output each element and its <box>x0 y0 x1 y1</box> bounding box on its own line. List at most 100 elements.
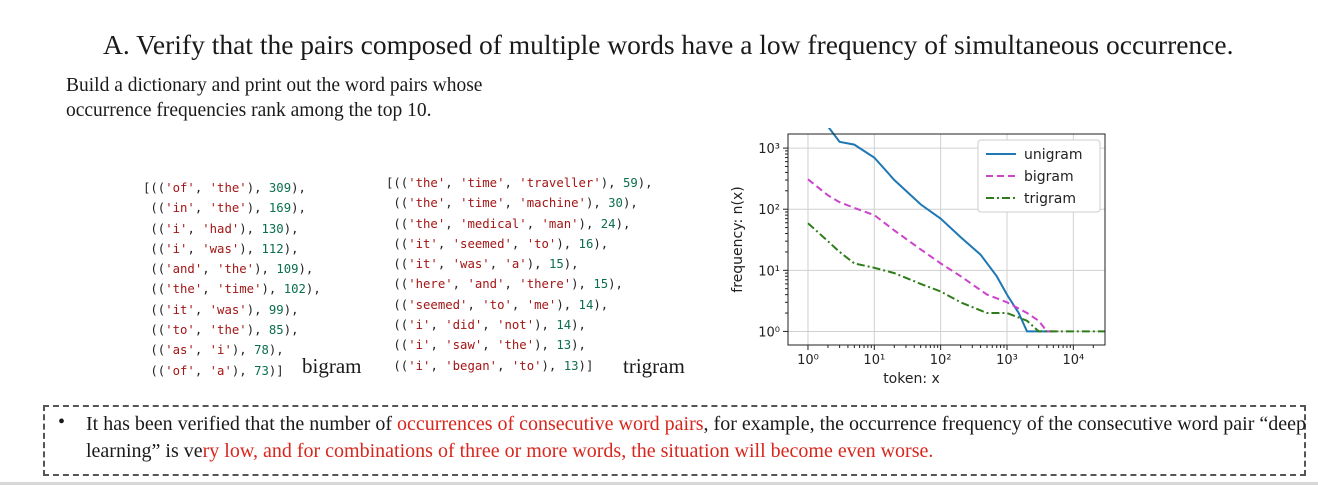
trigram-word: 'there' <box>519 277 572 292</box>
trigram-word: 'man' <box>541 216 579 231</box>
y-tick-label: 10¹ <box>758 264 780 279</box>
bigram-word: 'it' <box>165 302 195 317</box>
bigram-word: 'i' <box>209 343 232 358</box>
bigram-word: 'the' <box>209 181 247 195</box>
plot-frame <box>787 133 1106 346</box>
trigram-word: 'medical' <box>460 216 527 231</box>
legend-box <box>977 139 1101 213</box>
slide-heading: A. Verify that the pairs composed of mul… <box>103 29 1234 60</box>
trigram-word: 'and' <box>467 277 505 292</box>
y-tick-label: 10² <box>758 203 780 218</box>
trigram-word: 'the' <box>497 338 535 353</box>
trigram-word: 'began' <box>445 358 498 373</box>
bigram-row: (('i', 'had'), 130), <box>143 221 299 236</box>
trigram-word: 'time' <box>460 196 505 211</box>
bigram-list: [(('of', 'the'), 309), (('in', 'the'), 1… <box>143 178 321 381</box>
series-line-trigram <box>807 222 1105 333</box>
y-axis-label: frequency: n(x) <box>730 186 746 292</box>
trigram-word: 'a' <box>504 257 527 272</box>
trigram-row: (('seemed', 'to', 'me'), 14), <box>386 297 609 312</box>
trigram-row: (('i', 'saw', 'the'), 13), <box>386 338 586 353</box>
bigram-word: 'the' <box>209 323 247 338</box>
trigram-word: 'it' <box>408 236 438 251</box>
trigram-word: 'i' <box>408 338 431 353</box>
bigram-count: 102 <box>283 282 306 297</box>
bigram-count: 85 <box>268 323 284 338</box>
trigram-count: 16 <box>578 236 594 251</box>
x-tick-label: 10² <box>930 353 952 368</box>
trigram-word: 'not' <box>497 318 535 333</box>
trigram-row: (('it', 'was', 'a'), 15), <box>386 257 579 272</box>
bigram-word: 'the' <box>165 282 203 297</box>
trigram-word: 'to' <box>526 236 557 251</box>
bigram-row: (('of', 'a'), 73)] <box>143 363 284 378</box>
trigram-word: 'i' <box>408 318 431 333</box>
bigram-row: [(('of', 'the'), 309), <box>143 181 306 195</box>
trigram-word: 'traveller' <box>519 176 601 190</box>
bigram-row: (('and', 'the'), 109), <box>143 262 314 277</box>
trigram-row: (('i', 'began', 'to'), 13)] <box>386 358 594 373</box>
bigram-count: 78 <box>254 343 269 358</box>
legend-label-trigram: trigram <box>1024 191 1076 207</box>
x-axis-label: token: x <box>883 371 940 387</box>
bigram-row: (('i', 'was'), 112), <box>143 241 299 256</box>
trigram-count: 30 <box>608 196 623 211</box>
trigram-row: (('it', 'seemed', 'to'), 16), <box>386 236 609 251</box>
bigram-row: (('to', 'the'), 85), <box>143 323 299 338</box>
intro-line-1: Build a dictionary and print out the wor… <box>66 75 483 96</box>
bigram-word: 'of' <box>165 363 195 378</box>
bigram-row: (('the', 'time'), 102), <box>143 282 321 297</box>
trigram-row: (('i', 'did', 'not'), 14), <box>386 318 586 333</box>
trigram-word: 'seemed' <box>452 236 512 251</box>
trigram-word: 'here' <box>408 277 453 292</box>
bigram-word: 'was' <box>209 302 247 317</box>
intro-line-2: occurrence frequencies rank among the to… <box>66 100 432 121</box>
trigram-row: (('the', 'medical', 'man'), 24), <box>386 216 631 231</box>
bigram-word: 'the' <box>217 262 255 277</box>
bigram-word: 'was' <box>202 241 240 256</box>
bigram-word: 'to' <box>165 323 195 338</box>
trigram-word: 'to' <box>511 358 542 373</box>
trigram-row: [(('the', 'time', 'traveller'), 59), <box>386 176 653 190</box>
trigram-row: (('the', 'time', 'machine'), 30), <box>386 196 638 211</box>
conclusion-box <box>43 405 1306 476</box>
bigram-row: (('it', 'was'), 99), <box>143 302 299 317</box>
x-tick-label: 10³ <box>996 353 1018 368</box>
trigram-count: 15 <box>548 257 564 272</box>
bigram-caption: bigram <box>302 354 362 378</box>
intro-text: Build a dictionary and print out the wor… <box>66 73 586 123</box>
trigram-count: 13 <box>563 358 579 373</box>
conclusion-highlight-1: occurrences of consecutive word pairs <box>397 413 704 435</box>
conclusion-part-2: , for example, the occurrence frequency … <box>86 413 1307 462</box>
trigram-word: 'saw' <box>445 338 483 353</box>
bigram-count: 169 <box>268 201 292 216</box>
trigram-count: 14 <box>578 297 594 312</box>
trigram-caption: trigram <box>623 354 685 378</box>
conclusion-part-1: It has been verified that the number of <box>86 413 397 435</box>
bigram-row: (('in', 'the'), 169), <box>143 201 306 216</box>
legend-label-bigram: bigram <box>1024 169 1074 185</box>
bigram-count: 309 <box>268 181 292 195</box>
bigram-word: 'i' <box>165 241 188 256</box>
bigram-count: 112 <box>261 241 284 256</box>
trigram-count: 24 <box>600 216 616 231</box>
bigram-word: 'in' <box>165 201 195 216</box>
trigram-word: 'seemed' <box>408 297 468 312</box>
trigram-word: 'the' <box>408 216 446 231</box>
bigram-word: 'the' <box>209 201 247 216</box>
bigram-count: 109 <box>276 262 299 277</box>
bigram-row: (('as', 'i'), 78), <box>143 343 284 358</box>
bigram-word: 'and' <box>165 262 203 277</box>
trigram-word: 'the' <box>408 196 446 211</box>
trigram-word: 'did' <box>445 318 483 333</box>
trigram-word: 'the' <box>408 176 446 190</box>
bigram-word: 'as' <box>165 343 195 358</box>
trigram-word: 'was' <box>452 257 490 272</box>
y-tick-label: 10³ <box>758 142 780 157</box>
conclusion-text: It has been verified that the number of … <box>86 411 1308 465</box>
bigram-count: 130 <box>261 221 284 236</box>
legend-label-unigram: unigram <box>1024 147 1083 163</box>
y-tick-label: 10⁰ <box>758 325 780 340</box>
trigram-count: 13 <box>556 338 572 353</box>
bigram-word: 'time' <box>217 282 262 297</box>
